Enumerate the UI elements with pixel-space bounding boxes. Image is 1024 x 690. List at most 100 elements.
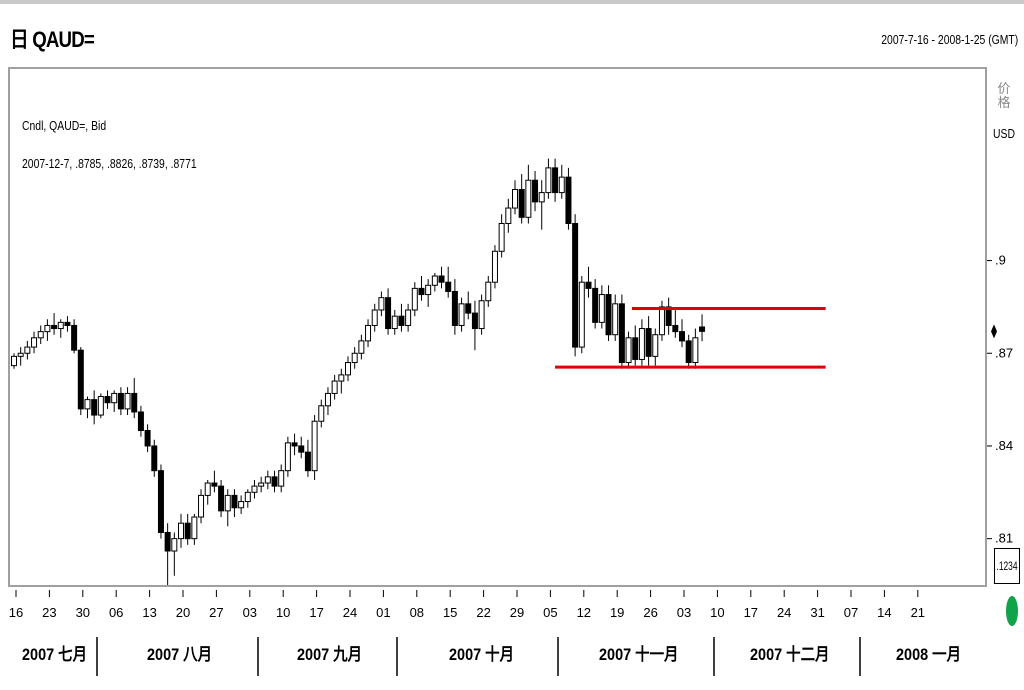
last-price-marker-icon — [991, 324, 997, 339]
x-tick-label: 20 — [176, 605, 190, 620]
candle-body — [331, 380, 338, 394]
candle-body — [451, 290, 458, 326]
candle-body — [191, 516, 198, 540]
legend-series-name: Cndl, QAUD=, Bid — [22, 118, 107, 133]
candle-body — [612, 303, 619, 336]
candle-body — [418, 287, 425, 296]
candle-body — [385, 297, 392, 330]
x-tick-label: 14 — [877, 605, 891, 620]
x-tick-label: 21 — [911, 605, 925, 620]
candle-body — [117, 392, 124, 410]
candle-body — [204, 482, 211, 496]
month-label-aug: 2007 八月 — [147, 645, 213, 664]
candle-body — [251, 485, 258, 493]
x-tick-label: 17 — [309, 605, 323, 620]
candles-group — [11, 158, 706, 585]
x-tick-label: 07 — [844, 605, 858, 620]
candle-body — [157, 470, 164, 533]
candle-body — [378, 297, 385, 311]
candle-body — [131, 392, 138, 413]
x-tick-label: 26 — [643, 605, 657, 620]
month-label-sep: 2007 九月 — [297, 645, 363, 664]
candle-body — [97, 396, 104, 416]
candle-body — [198, 494, 205, 518]
x-tick-label: 24 — [777, 605, 791, 620]
candle-body — [471, 312, 478, 330]
candle-body — [137, 411, 144, 432]
candle-body — [411, 287, 418, 311]
candle-body — [645, 328, 652, 357]
candle-body — [699, 326, 706, 332]
x-tick-label: 30 — [76, 605, 90, 620]
x-tick-label: 03 — [243, 605, 257, 620]
plot-area[interactable] — [8, 67, 987, 587]
x-tick-label: 16 — [9, 605, 23, 620]
candle-body — [324, 392, 331, 407]
candle-body — [144, 430, 151, 447]
x-tick-label: 10 — [710, 605, 724, 620]
candle-body — [532, 179, 539, 203]
x-tick-label: 23 — [42, 605, 56, 620]
candle-body — [618, 303, 625, 364]
x-tick-label: 13 — [142, 605, 156, 620]
x-tick-label: 22 — [476, 605, 490, 620]
candle-body — [338, 374, 345, 382]
y-axis-price-label: 价格 — [997, 81, 1011, 110]
x-tick-label: 10 — [276, 605, 290, 620]
x-tick-label: 01 — [376, 605, 390, 620]
candle-body — [71, 324, 78, 351]
candle-body — [405, 309, 412, 326]
candle-body — [398, 315, 405, 326]
y-tick-label: .9 — [995, 253, 1006, 268]
month-label-jan: 2008 一月 — [896, 645, 962, 664]
candle-body — [351, 352, 358, 364]
candle-body — [178, 522, 184, 540]
month-label-dec: 2007 十二月 — [750, 645, 830, 664]
window-top-border — [0, 0, 1024, 4]
candle-body — [304, 451, 311, 472]
candle-body — [151, 445, 158, 472]
last-value-text: .1234 — [996, 559, 1018, 573]
candle-body — [24, 346, 31, 354]
candle-body — [291, 442, 298, 447]
candle-body — [431, 275, 438, 286]
candle-body — [692, 337, 699, 364]
candle-body — [104, 396, 111, 404]
x-tick-label: 15 — [443, 605, 457, 620]
candle-body — [371, 309, 378, 326]
candle-body — [271, 476, 278, 487]
y-tick-label: .81 — [995, 531, 1013, 546]
candle-body — [345, 362, 351, 376]
candle-body — [679, 331, 685, 342]
candle-body — [465, 303, 472, 314]
candle-body — [425, 284, 432, 296]
candle-body — [11, 355, 17, 367]
date-range-label: 2007-7-16 - 2008-1-25 (GMT) — [881, 32, 1018, 47]
candle-body — [545, 167, 552, 194]
candle-body — [224, 494, 231, 512]
candle-body — [258, 482, 265, 487]
candle-body — [218, 485, 225, 512]
candle-body — [565, 176, 572, 224]
candle-body — [585, 281, 592, 289]
legend-ohlc-values: 2007-12-7, .8785, .8826, .8739, .8771 — [22, 156, 197, 171]
candle-body — [525, 179, 532, 218]
last-value-box: .1234 — [994, 548, 1020, 584]
candle-body — [632, 337, 639, 360]
x-tick-label: 05 — [543, 605, 557, 620]
candle-body — [311, 420, 318, 472]
candle-body — [91, 399, 98, 416]
candle-body — [184, 522, 191, 540]
month-label-nov: 2007 十一月 — [599, 645, 679, 664]
candle-body — [284, 442, 291, 472]
month-label-oct: 2007 十月 — [449, 645, 515, 664]
candle-body — [298, 445, 305, 453]
candle-body — [77, 349, 84, 410]
candle-body — [57, 321, 64, 330]
candle-body — [238, 501, 245, 509]
candle-body — [518, 189, 525, 218]
candle-body — [478, 300, 485, 330]
x-tick-label: 24 — [343, 605, 357, 620]
candle-body — [84, 399, 91, 410]
